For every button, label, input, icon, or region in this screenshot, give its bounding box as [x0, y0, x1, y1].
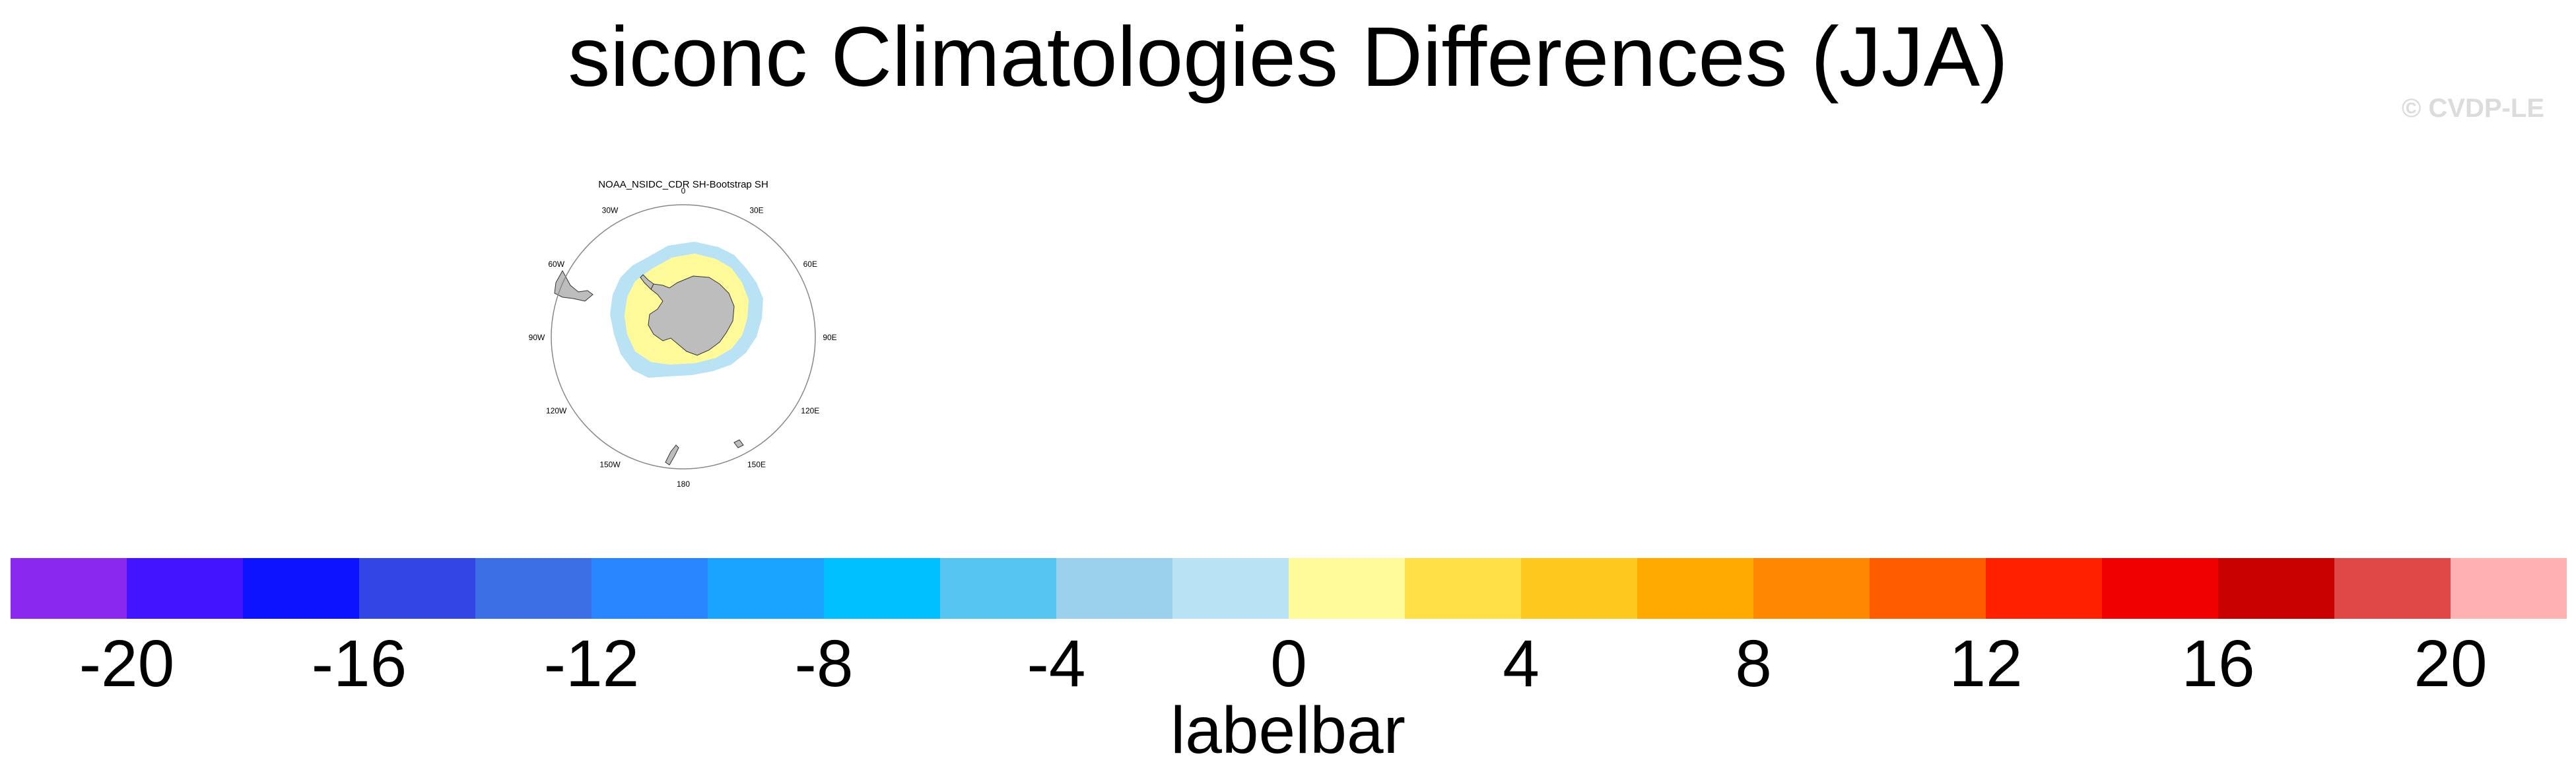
polar-map: NOAA_NSIDC_CDR SH-Bootstrap SH 0 30E 60E 90… [529, 179, 837, 489]
figure-title: siconc Climatologies Differences (JJA) [568, 10, 2008, 104]
south-america-tip [554, 269, 593, 302]
colorbar-swatch [2102, 558, 2218, 619]
antarctica-landmass [648, 275, 735, 356]
longitude-label: 30E [749, 206, 763, 215]
new-zealand [665, 444, 679, 466]
longitude-label: 150E [747, 460, 766, 469]
colorbar-swatch [1172, 558, 1289, 619]
colorbar-swatch [1056, 558, 1172, 619]
tasmania [733, 439, 744, 448]
colorbar-swatch [1870, 558, 1986, 619]
longitude-label: 120E [801, 406, 819, 415]
panel-title: NOAA_NSIDC_CDR SH-Bootstrap SH [598, 179, 768, 190]
longitude-label: 60E [803, 260, 817, 269]
colorbar-swatch [708, 558, 824, 619]
longitude-label: 120W [546, 406, 567, 415]
colorbar-tick-label: -16 [311, 627, 407, 701]
colorbar-tick-label: 16 [2181, 627, 2255, 701]
watermark: © CVDP-LE [2401, 94, 2544, 123]
colorbar-tick-label: 0 [1270, 627, 1307, 701]
colorbar-tick-label: 20 [2414, 627, 2488, 701]
longitude-label: 30W [602, 206, 619, 215]
colorbar-swatch [2218, 558, 2334, 619]
longitude-label: 90E [823, 333, 836, 342]
longitude-label: 0 [681, 186, 686, 195]
colorbar-tick-label: 4 [1503, 627, 1540, 701]
colorbar-tick-label: -8 [794, 627, 854, 701]
colorbar-swatch [2451, 558, 2567, 619]
colorbar-swatch [1986, 558, 2102, 619]
colorbar-tick-label: -4 [1027, 627, 1086, 701]
colorbar-ticks: -20 -16 -12 -8 -4 0 4 8 12 16 20 [11, 627, 2567, 700]
colorbar-swatch [592, 558, 708, 619]
colorbar-swatch [243, 558, 359, 619]
colorbar-swatch [127, 558, 243, 619]
longitude-labels: 0 30E 60E 90E 120E 150E 180 150W 120W 90W 60W 30W [529, 186, 837, 489]
longitude-label: 150W [599, 460, 621, 469]
colorbar-swatch [359, 558, 475, 619]
colorbar [11, 558, 2567, 619]
colorbar-swatch [1753, 558, 1870, 619]
land-layer [554, 269, 744, 466]
colorbar-swatch [11, 558, 127, 619]
colorbar-swatch [940, 558, 1056, 619]
colorbar-tick-label: -12 [543, 627, 640, 701]
longitude-label: 180 [677, 479, 690, 489]
map-frame [551, 204, 816, 470]
colorbar-swatch [824, 558, 940, 619]
colorbar-swatch [1405, 558, 1521, 619]
colorbar-swatch [475, 558, 592, 619]
colorbar-label: labelbar [1170, 693, 1406, 767]
colorbar-tick-label: 8 [1735, 627, 1772, 701]
longitude-label: 90W [529, 333, 545, 342]
antarctic-peninsula [640, 274, 654, 290]
map-panel: NOAA_NSIDC_CDR SH-Bootstrap SH 0 30E 60E 90… [522, 172, 845, 489]
colorbar-tick-label: -20 [79, 627, 175, 701]
colorbar-swatch [1637, 558, 1753, 619]
longitude-label: 60W [548, 260, 564, 269]
colorbar-tick-label: 12 [1949, 627, 2023, 701]
colorbar-swatch [2334, 558, 2451, 619]
colorbar-swatch [1289, 558, 1405, 619]
colorbar-swatch [1521, 558, 1637, 619]
